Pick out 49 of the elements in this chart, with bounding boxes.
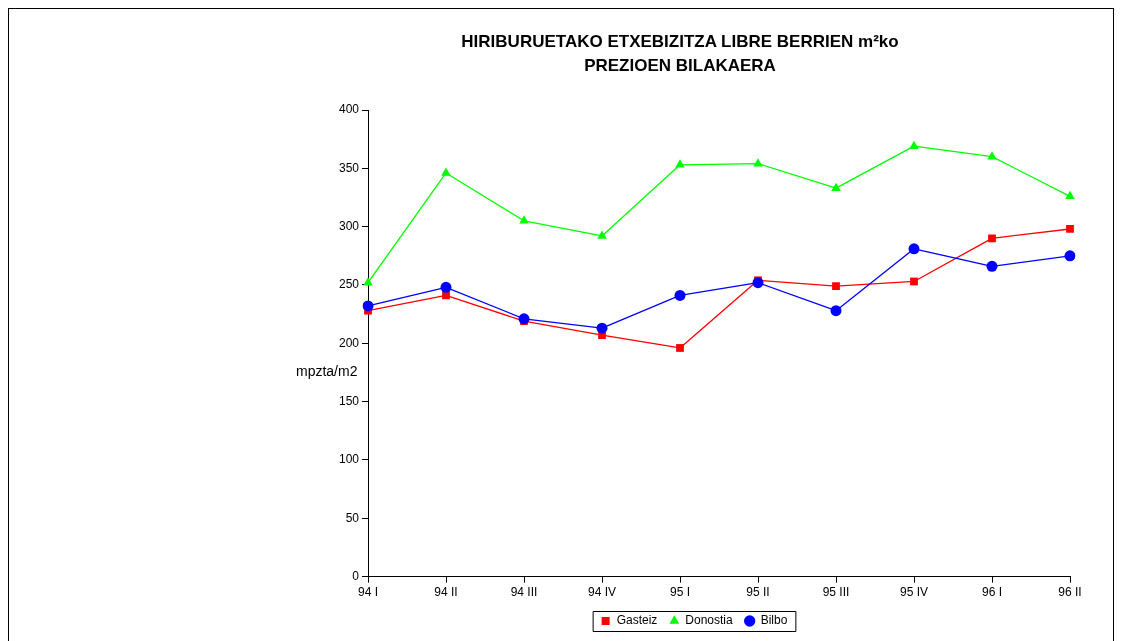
y-tick-label: 50 [345, 510, 360, 525]
point [909, 140, 919, 149]
point [1066, 225, 1074, 233]
legend-label: Gasteiz [616, 613, 658, 628]
point [988, 234, 996, 243]
y-tick-label: 400 [338, 102, 360, 117]
point [362, 300, 374, 312]
point [676, 344, 684, 352]
point [910, 277, 918, 286]
x-tick-label: 96 II [1058, 585, 1082, 600]
y-tick-label: 150 [338, 393, 360, 408]
point [675, 159, 685, 168]
point [753, 158, 763, 167]
point [597, 230, 607, 239]
x-tick-label: 95 III [822, 585, 850, 600]
point [363, 277, 373, 286]
y-tick-label: 0 [352, 568, 360, 583]
point [831, 182, 841, 191]
y-tick-label: 200 [338, 335, 360, 350]
x-tick-label: 94 II [434, 585, 458, 600]
point [908, 243, 920, 255]
point [596, 322, 608, 334]
point [752, 277, 764, 289]
point [987, 151, 997, 160]
y-tick-label: 250 [338, 277, 360, 292]
y-axis-title: mpzta/m2 [296, 363, 358, 380]
point [674, 289, 686, 301]
point [441, 167, 451, 176]
chart-title: HIRIBURUETAKO ETXEBIZITZA LIBRE BERRIEN m²ko PREZIOEN BILAKAERA [460, 31, 900, 77]
x-tick-label: 95 I [669, 585, 691, 600]
point [518, 313, 530, 325]
point [1064, 250, 1076, 262]
point [830, 305, 842, 317]
point [440, 281, 452, 293]
point [986, 260, 998, 272]
point [1065, 190, 1075, 200]
y-tick-label: 350 [338, 160, 360, 175]
x-tick-label: 94 III [510, 585, 538, 600]
x-tick-label: 95 IV [899, 585, 929, 600]
x-tick-label: 94 IV [587, 585, 617, 600]
x-tick-label: 96 I [981, 585, 1003, 600]
x-tick-label: 94 I [357, 585, 379, 600]
legend-label: Bilbo [760, 613, 788, 628]
x-tick-label: 95 II [746, 585, 770, 600]
legend-label: Donostia [685, 613, 734, 628]
y-tick-label: 100 [338, 452, 360, 467]
point [832, 282, 840, 291]
y-tick-label: 300 [338, 218, 360, 233]
point [519, 215, 529, 224]
